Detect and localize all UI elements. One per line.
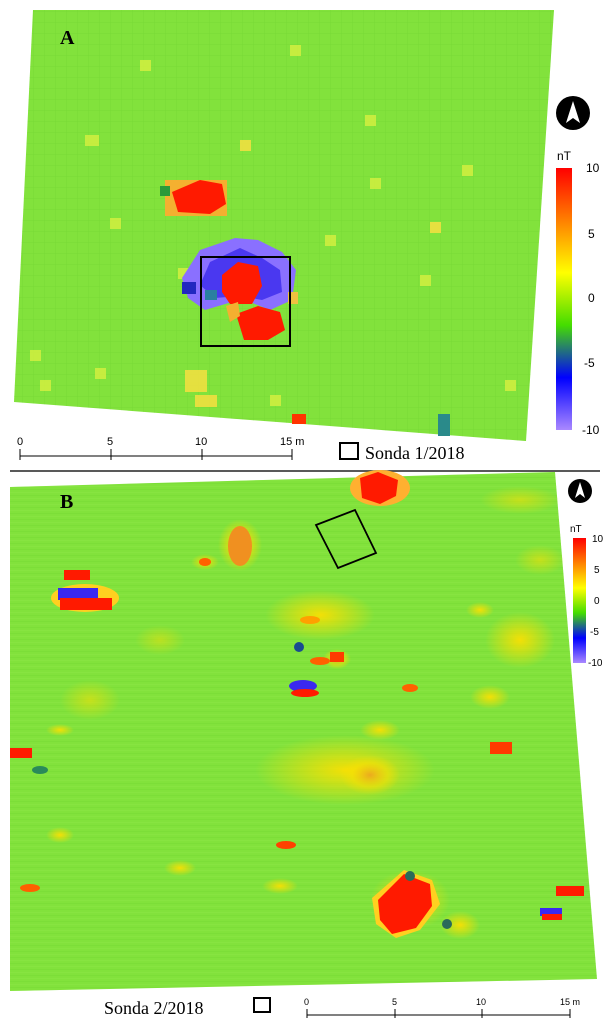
anomaly-a3 — [292, 414, 306, 424]
sonda-2-box — [314, 508, 378, 570]
anomaly-b3 — [51, 570, 119, 612]
panel-b-label: B — [60, 491, 73, 513]
colorbar-b-tick: 10 — [592, 534, 604, 545]
scale-a-tick: 10 — [195, 436, 207, 448]
anomaly-b1 — [350, 470, 410, 506]
sonda-legend-box-icon — [339, 442, 359, 460]
scale-a-tick: 5 — [107, 436, 113, 448]
colorbar-b: nT 10 5 0 -5 -10 — [570, 524, 604, 669]
north-arrow-icon — [568, 479, 592, 503]
scale-a-tick: 0 — [17, 436, 23, 448]
map-b — [10, 470, 597, 991]
scale-a-tick: 15 m — [280, 436, 304, 448]
colorbar-a-tick: -10 — [582, 423, 600, 437]
colorbar-a-unit: nT — [557, 149, 572, 163]
sonda-1-box — [200, 256, 291, 347]
anomaly-a1 — [160, 180, 227, 216]
colorbar-b-tick: -10 — [588, 658, 603, 669]
anomaly-a4 — [438, 414, 450, 436]
anomaly-b4 — [289, 642, 330, 697]
colorbar-a: nT 10 5 0 -5 -10 — [556, 149, 600, 437]
panel-a: A nT 10 5 0 -5 -10 0 5 — [14, 10, 600, 463]
legend-sonda-2-label: Sonda 2/2018 — [104, 998, 204, 1018]
colorbar-a-ticks: 10 5 0 -5 -10 — [582, 161, 600, 437]
scale-bar-b: 0 5 10 15 m — [304, 997, 580, 1018]
anomaly-b2 — [228, 526, 252, 566]
scale-b-tick: 0 — [304, 997, 309, 1007]
colorbar-b-ramp — [573, 538, 586, 663]
sonda-legend-box-icon — [253, 997, 271, 1013]
colorbar-b-ticks: 10 5 0 -5 -10 — [588, 534, 604, 669]
legend-sonda-1: Sonda 1/2018 — [339, 442, 465, 463]
north-arrow-icon — [556, 96, 590, 130]
legend-sonda-2: Sonda 2/2018 — [104, 997, 271, 1018]
anomaly-b5 — [372, 870, 452, 938]
map-a — [14, 10, 554, 441]
anomaly-b6 — [10, 558, 584, 920]
legend-sonda-1-label: Sonda 1/2018 — [365, 443, 465, 463]
colorbar-b-tick: -5 — [590, 627, 599, 638]
colorbar-b-tick: 0 — [594, 596, 600, 607]
panel-b: B nT 10 5 0 -5 -10 Sonda 2/2018 — [10, 470, 604, 1018]
colorbar-a-tick: 5 — [588, 227, 595, 241]
colorbar-a-tick: 10 — [586, 161, 600, 175]
scale-b-tick: 10 — [476, 997, 486, 1007]
scale-b-tick: 5 — [392, 997, 397, 1007]
scale-bar-a: 0 5 10 15 m — [17, 436, 304, 460]
colorbar-a-tick: 0 — [588, 291, 595, 305]
scale-b-tick: 15 m — [560, 997, 580, 1007]
colorbar-a-tick: -5 — [584, 356, 595, 370]
panel-a-label: A — [60, 27, 75, 49]
colorbar-b-tick: 5 — [594, 565, 600, 576]
colorbar-b-unit: nT — [570, 524, 582, 535]
colorbar-a-ramp — [556, 168, 572, 430]
